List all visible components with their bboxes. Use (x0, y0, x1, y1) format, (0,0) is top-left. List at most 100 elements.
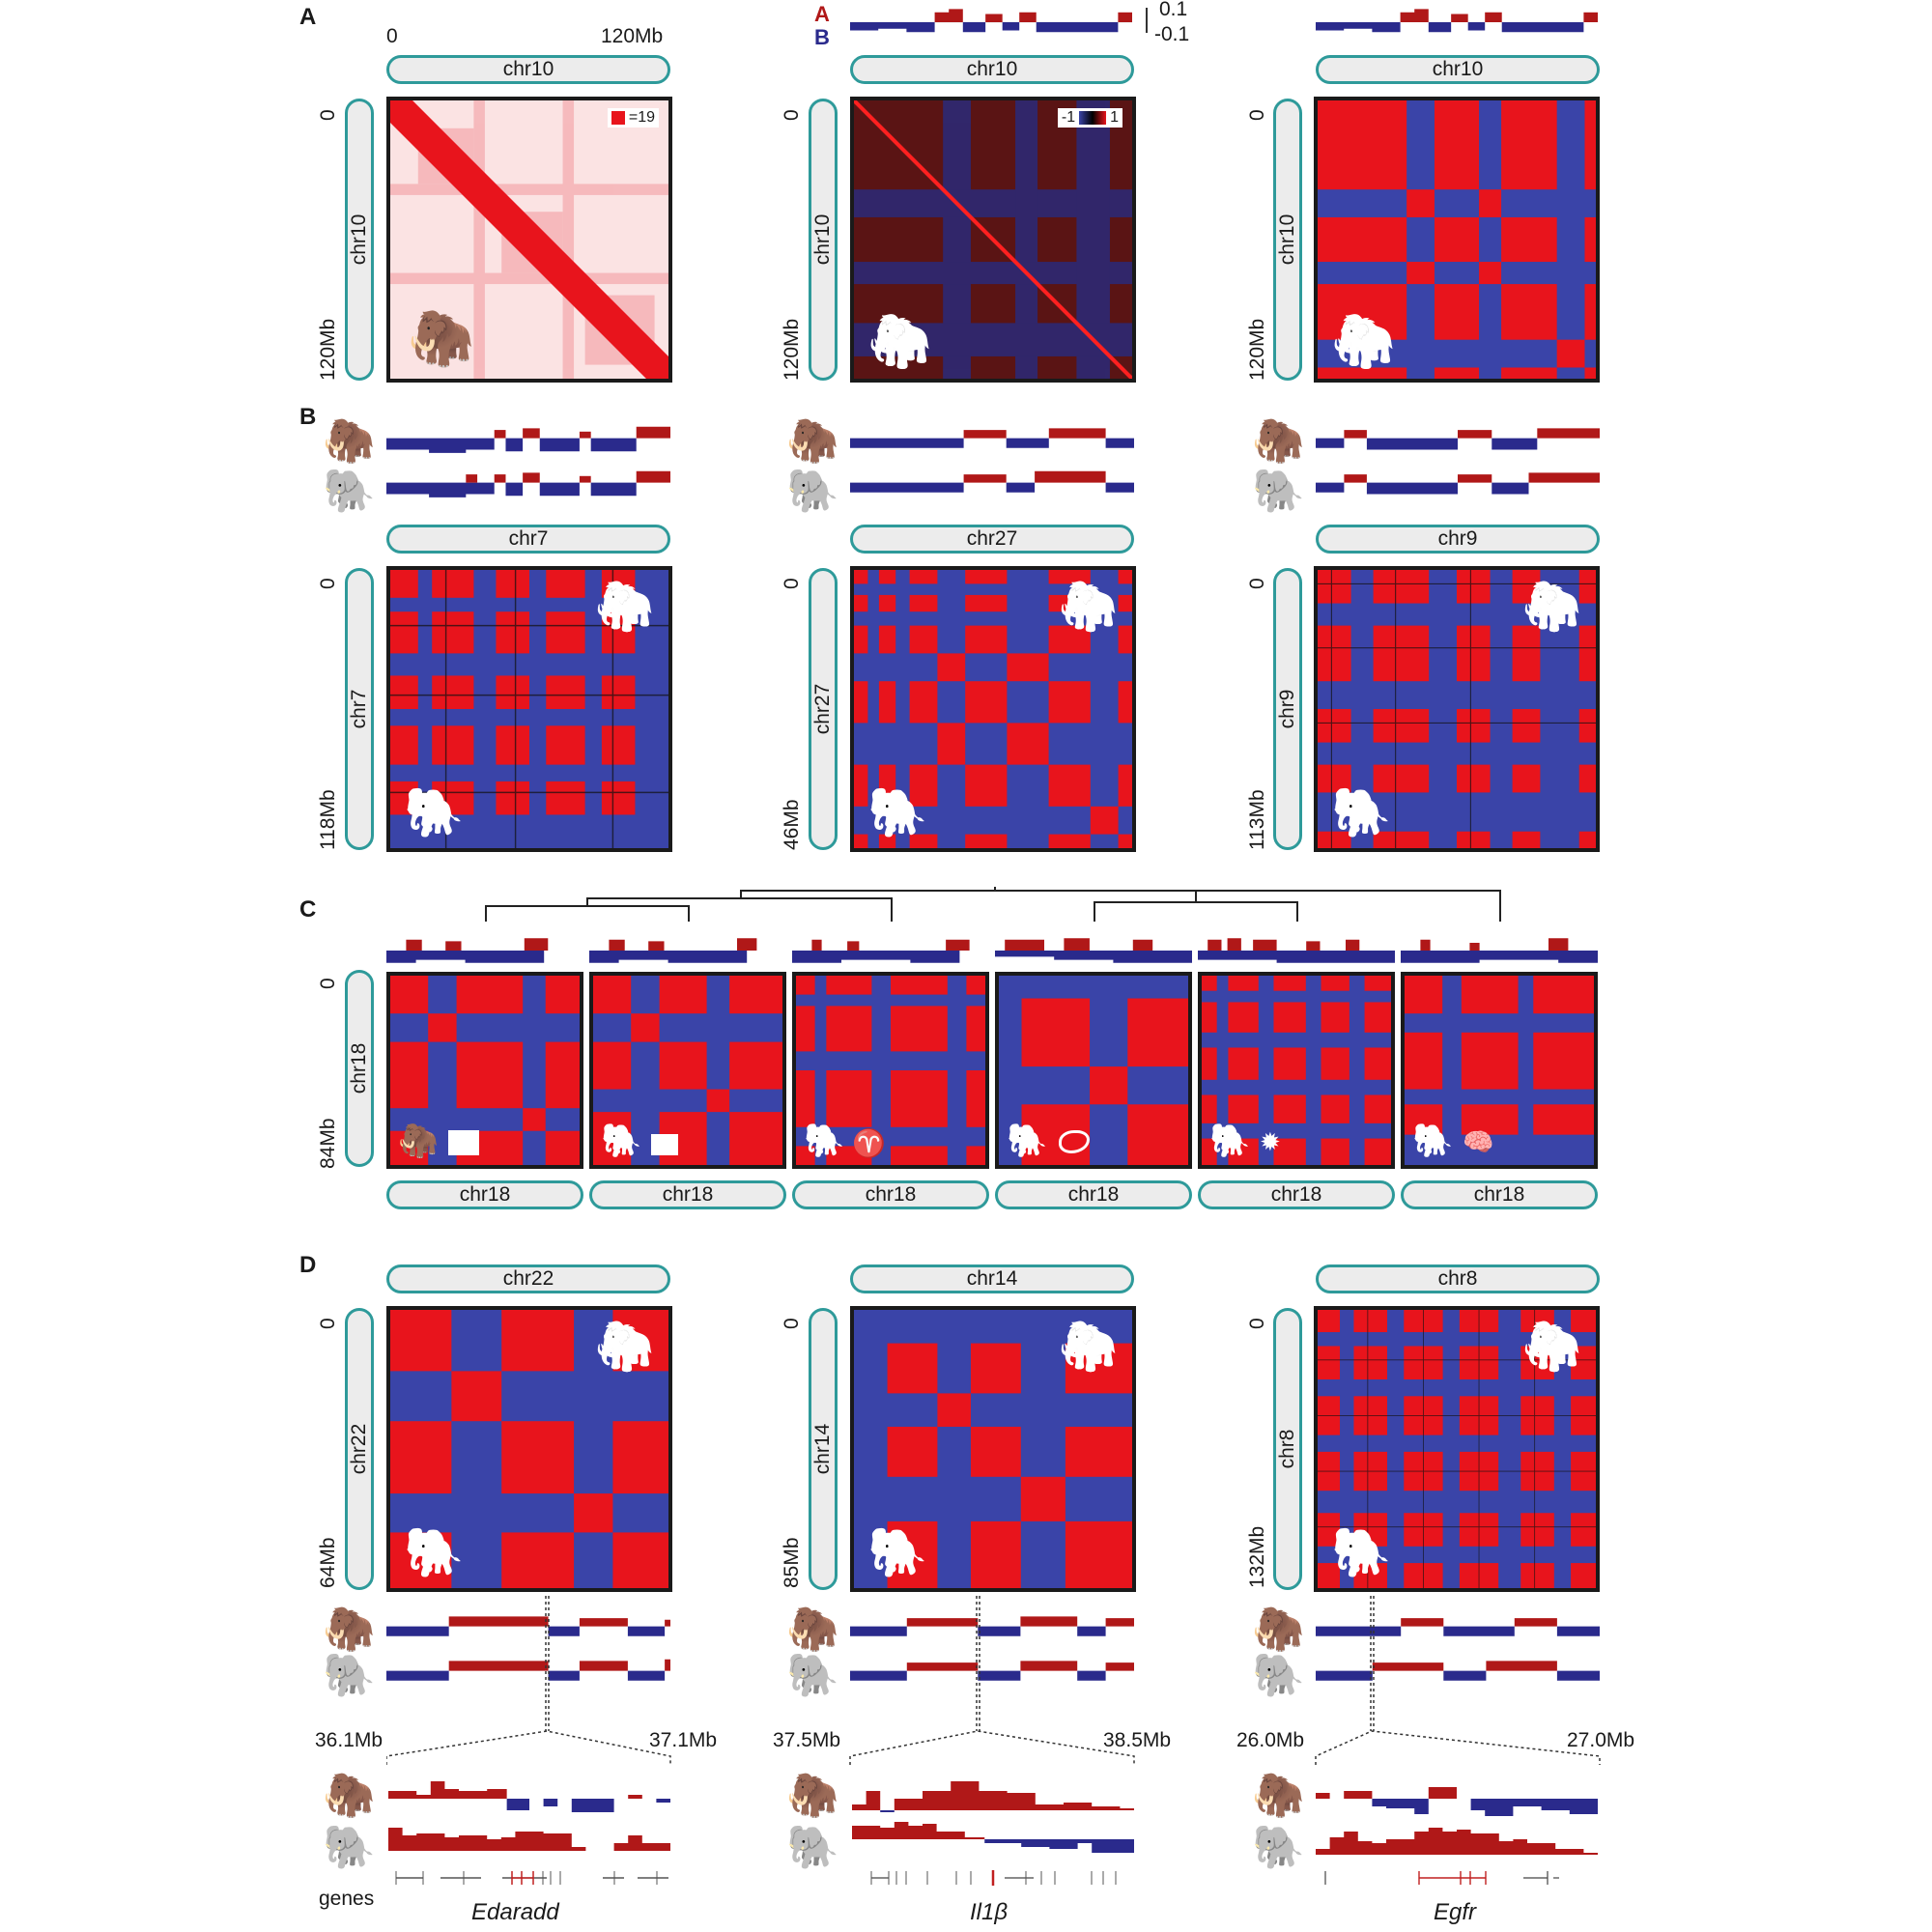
zoom-end-label: 38.5Mb (1103, 1729, 1172, 1751)
zoom-end-label: 37.1Mb (649, 1729, 718, 1751)
mammoth-icon: 🦣 (786, 417, 839, 465)
chromosome-bar-side: chr22 (345, 1308, 374, 1590)
y-axis-start: 0 (781, 109, 803, 121)
compartment-map: 🦣 🐘 (850, 1306, 1136, 1592)
panel-label-b: B (299, 404, 317, 430)
y-axis-start: 0 (1246, 109, 1268, 121)
y-axis-end: 132Mb (1246, 1525, 1268, 1588)
mammoth-compartment-track (1316, 1613, 1600, 1646)
chromosome-bar-side: chr27 (809, 568, 838, 850)
gene-annotation-track (1324, 1871, 1559, 1885)
elephant-compartment-track (386, 469, 670, 502)
chromosome-bar-top: chr27 (850, 525, 1134, 554)
compartment-track (792, 935, 989, 966)
mammoth-icon: 🦣 (1252, 417, 1305, 465)
gene-name-label: Edaradd (471, 1899, 559, 1925)
brain-icon: 🧠 (1463, 1127, 1494, 1156)
scale-bar (1146, 8, 1151, 33)
compartment-map: 🦣 🐘 (386, 566, 672, 852)
elephant-compartment-track (850, 469, 1134, 502)
mammoth-outline-icon: 🦣 (594, 579, 655, 633)
elephant-icon: 🐘 (786, 468, 839, 515)
elephant-compartment-track (1316, 1658, 1600, 1690)
y-axis-end: 120Mb (1246, 318, 1268, 381)
chromosome-bar-bottom: chr18 (792, 1180, 989, 1209)
tissue-compartment-map: 🐘 🧠 (1401, 972, 1598, 1169)
compartment-a-label: A (814, 2, 830, 26)
elephant-icon: 🐘 (786, 1824, 839, 1871)
mammoth-icon: 🦣 (323, 417, 376, 465)
scale-bottom: -0.1 (1154, 23, 1190, 45)
chromosome-bar-top: chr7 (386, 525, 670, 554)
chromosome-bar-top: chr10 (1316, 55, 1600, 84)
count-legend: =19 (607, 108, 659, 128)
mammoth-outline-icon: 🦣 (594, 1319, 655, 1373)
mammoth-icon: 🦣 (1252, 1772, 1305, 1819)
gene-name-label: Il1β (970, 1899, 1009, 1925)
y-axis-start: 0 (781, 578, 803, 589)
y-axis-end: 46Mb (781, 799, 803, 850)
elephant-outline-icon: 🐘 (1331, 785, 1392, 839)
compartment-track (589, 935, 786, 966)
scale-top: 0.1 (1159, 0, 1188, 20)
chromosome-bar-top: chr10 (850, 55, 1134, 84)
chromosome-bar-bottom: chr18 (1198, 1180, 1395, 1209)
immune-cell-icon: ✹ (1260, 1127, 1281, 1156)
genes-track-label: genes (319, 1888, 375, 1910)
mammoth-compartment-track (850, 1613, 1134, 1646)
elephant-icon: 🐘 (1252, 1652, 1305, 1699)
compartment-track (1198, 935, 1395, 966)
chromosome-bar-top: chr8 (1316, 1264, 1600, 1293)
elephant-icon: 🐘 (323, 468, 376, 515)
mammoth-icon: 🦣 (323, 1772, 376, 1819)
elephant-compartment-track (1316, 469, 1600, 502)
skin-tissue-icon (448, 1130, 479, 1155)
compartment-b-label: B (814, 25, 830, 49)
compartment-map: 🦣 (1314, 97, 1600, 383)
zoom-connector-lines (386, 1596, 1601, 1765)
elephant-outline-icon: 🐘 (404, 1525, 465, 1579)
y-axis-start: 0 (317, 109, 339, 121)
tissue-compartment-map: 🐘 ✹ (1198, 972, 1395, 1169)
y-axis-end: 85Mb (781, 1537, 803, 1588)
elephant-icon: 🐘 (1007, 1122, 1048, 1159)
hic-observed-map: =19 🦣 (386, 97, 672, 383)
elephant-outline-icon: 🐘 (404, 785, 465, 839)
y-axis-end: 64Mb (317, 1537, 339, 1588)
liver-icon (1059, 1130, 1090, 1153)
elephant-outline-icon: 🐘 (867, 1525, 928, 1579)
y-axis-end: 84Mb (317, 1118, 339, 1169)
elephant-outline-icon: 🐘 (1331, 1525, 1392, 1579)
mammoth-outline-icon: 🦣 (408, 307, 475, 368)
tissue-compartment-map: 🦣 (386, 972, 583, 1169)
compartment-track (386, 935, 583, 966)
gene-annotation-track (870, 1870, 1117, 1886)
mammoth-icon: 🦣 (398, 1122, 440, 1159)
chromosome-bar-bottom: chr18 (995, 1180, 1192, 1209)
legend-gradient (1079, 111, 1107, 125)
elephant-outline-icon: 🐘 (867, 785, 928, 839)
zoom-start-label: 36.1Mb (315, 1729, 384, 1751)
legend-swatch (611, 111, 625, 125)
chromosome-bar-side: chr8 (1273, 1308, 1302, 1590)
compartment-track (995, 935, 1192, 966)
mammoth-icon: 🦣 (323, 1605, 376, 1653)
mammoth-icon: 🦣 (786, 1772, 839, 1819)
mammoth-outline-icon: 🦣 (1331, 312, 1397, 370)
elephant-icon: 🐘 (601, 1122, 642, 1159)
panel-label-a: A (299, 4, 317, 30)
mammoth-outline-icon: 🦣 (1058, 1319, 1119, 1373)
y-axis-end: 113Mb (1246, 789, 1268, 850)
chromosome-bar-side: chr10 (1273, 99, 1302, 381)
chromosome-bar-side: chr9 (1273, 568, 1302, 850)
mammoth-compartment-track (850, 425, 1134, 458)
chromosome-bar-side: chr14 (809, 1308, 838, 1590)
mammoth-icon: 🦣 (1252, 1605, 1305, 1653)
correlation-legend: -1 1 (1057, 108, 1122, 128)
compartment-track (1316, 6, 1598, 39)
chromosome-bar-bottom: chr18 (589, 1180, 786, 1209)
mammoth-zoom-track (388, 1779, 670, 1818)
elephant-compartment-track (386, 1658, 670, 1690)
chromosome-bar-side: chr10 (809, 99, 838, 381)
y-axis-start: 0 (1246, 578, 1268, 589)
